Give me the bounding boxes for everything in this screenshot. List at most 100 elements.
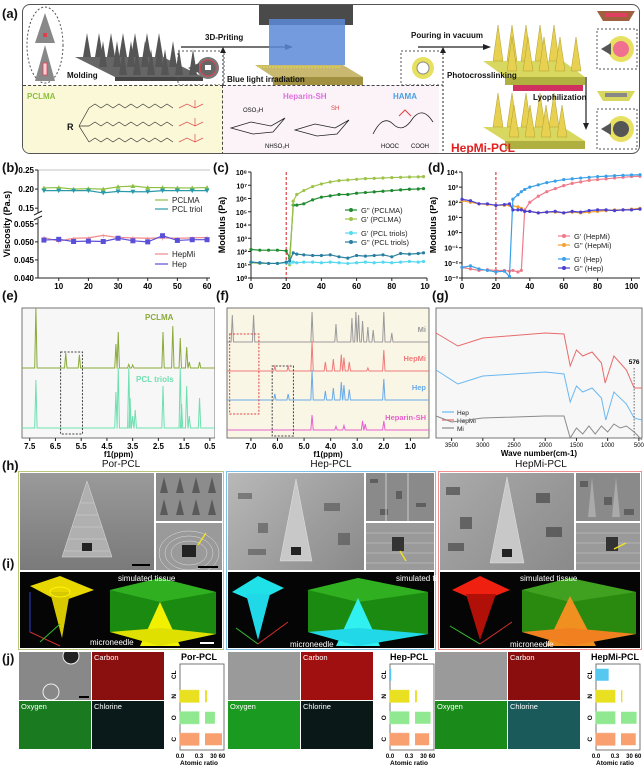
category-label: CL	[587, 670, 594, 679]
chlorine-label-1: Chlorine	[94, 702, 122, 711]
spectrum-label: Hep	[412, 383, 427, 392]
y-tick-label: 0.20	[18, 185, 34, 194]
x-tick-label: 0.5	[204, 442, 215, 451]
category-label: N	[587, 694, 594, 699]
x-tick-label: 5.5	[76, 442, 88, 451]
legend-marker	[562, 243, 566, 247]
modulus-pclma-chart: 10⁰10¹10²10³10⁴10⁵10⁶10⁷10⁸020406080100T…	[217, 170, 430, 290]
chlorine-label-2: Chlorine	[303, 702, 331, 711]
data-point	[100, 186, 106, 192]
legend-marker	[562, 257, 566, 261]
data-point	[468, 267, 473, 271]
y-tick-label: 0.25	[18, 166, 34, 175]
data-point	[579, 210, 583, 214]
legend-label: G'' (HepMi)	[574, 241, 612, 250]
highlight-box	[60, 351, 83, 435]
y-tick-label: 0.050	[14, 238, 35, 247]
x-tick-label: 10	[54, 282, 63, 290]
por-pcl-carbon-map: Carbon	[92, 652, 164, 700]
x-tick-label: 1.0	[405, 442, 417, 451]
data-point	[346, 192, 350, 197]
legend-label: PCLMA	[172, 196, 200, 205]
hepmi-pcl-sem-main	[440, 473, 574, 570]
x-tick-label: 30	[626, 754, 633, 760]
bar-c-segment	[621, 733, 636, 746]
legend-label: G' (PCLMA)	[361, 215, 402, 224]
data-point	[363, 254, 367, 258]
data-point	[381, 253, 385, 257]
data-point	[319, 182, 323, 186]
data-point	[295, 203, 299, 207]
x-tick-label: 30	[420, 754, 427, 760]
data-point	[174, 237, 180, 243]
viscosity-chart: 0.15 0.20 0.25 0.040 0.045 0.050 0.055 10 20 30 40…	[2, 166, 212, 290]
data-point	[174, 188, 180, 194]
category-label: N	[171, 694, 178, 699]
x-tick-label: 50	[173, 282, 182, 290]
hama-label: HAMA	[393, 92, 417, 101]
data-point	[71, 188, 77, 194]
data-point	[381, 176, 385, 180]
data-point	[468, 199, 473, 203]
y-tick-label: 10⁻¹	[444, 246, 458, 253]
hep-pcl-sem-surface	[228, 652, 300, 700]
data-point	[502, 202, 506, 207]
y-tick-label: 10⁴	[236, 223, 248, 230]
data-point	[311, 184, 315, 189]
schematic-graphics	[26, 5, 638, 153]
data-point	[130, 238, 136, 244]
bar-o	[389, 711, 410, 725]
data-point	[629, 173, 634, 177]
por-pcl-3d-render	[20, 572, 222, 648]
panel-label-b: (b)	[2, 160, 19, 175]
data-point	[516, 208, 520, 212]
category-label: O	[381, 715, 388, 720]
bar-chart-title: HepMi-PCL	[591, 652, 639, 662]
data-point	[189, 237, 195, 243]
data-point	[372, 261, 376, 265]
y-tick-label: 0.055	[14, 220, 35, 229]
y-tick-label: 10³	[237, 236, 248, 243]
y-tick-label: 10⁸	[236, 170, 247, 177]
bar-n	[595, 689, 616, 703]
data-point	[258, 261, 262, 265]
data-point	[587, 175, 591, 179]
data-point	[390, 175, 394, 180]
y-tick-label: 10²	[448, 200, 459, 207]
x-tick-label: 80	[593, 282, 602, 290]
data-point	[399, 188, 403, 192]
data-point	[363, 190, 367, 195]
legend-label: Hep	[457, 410, 469, 417]
data-point	[477, 202, 481, 206]
data-point	[160, 233, 166, 239]
data-point	[204, 237, 210, 243]
x-tick-label: 1000	[601, 443, 615, 449]
x-tick-label: 0.3	[195, 754, 204, 760]
data-point	[145, 189, 151, 195]
spectrum-label: PCLMA	[145, 313, 174, 322]
data-point	[390, 255, 394, 259]
title-hepmi-pcl: HepMi-PCL	[515, 459, 567, 470]
x-tick-label: 60	[203, 282, 212, 290]
x-tick-label: 6.0	[272, 442, 284, 451]
heparin-sh-label: Heparin-SH	[283, 92, 327, 101]
title-por-pcl: Por-PCL	[101, 459, 141, 470]
nmr-spectrum	[227, 311, 429, 343]
data-point	[407, 252, 411, 256]
data-point	[249, 260, 253, 264]
x-tick-label: 3.0	[352, 442, 364, 451]
data-point	[284, 249, 288, 253]
data-point	[536, 211, 540, 215]
data-point	[570, 177, 574, 181]
data-point	[295, 261, 299, 265]
bar-n	[179, 689, 200, 703]
por-pcl-sem-hole	[156, 523, 222, 576]
legend-label: Mi	[457, 426, 464, 433]
nmr-spectrum	[227, 414, 429, 431]
data-point	[494, 270, 498, 274]
x-tick-label: 40	[525, 282, 534, 290]
bar-c-segment	[415, 733, 430, 746]
data-point	[511, 208, 515, 212]
